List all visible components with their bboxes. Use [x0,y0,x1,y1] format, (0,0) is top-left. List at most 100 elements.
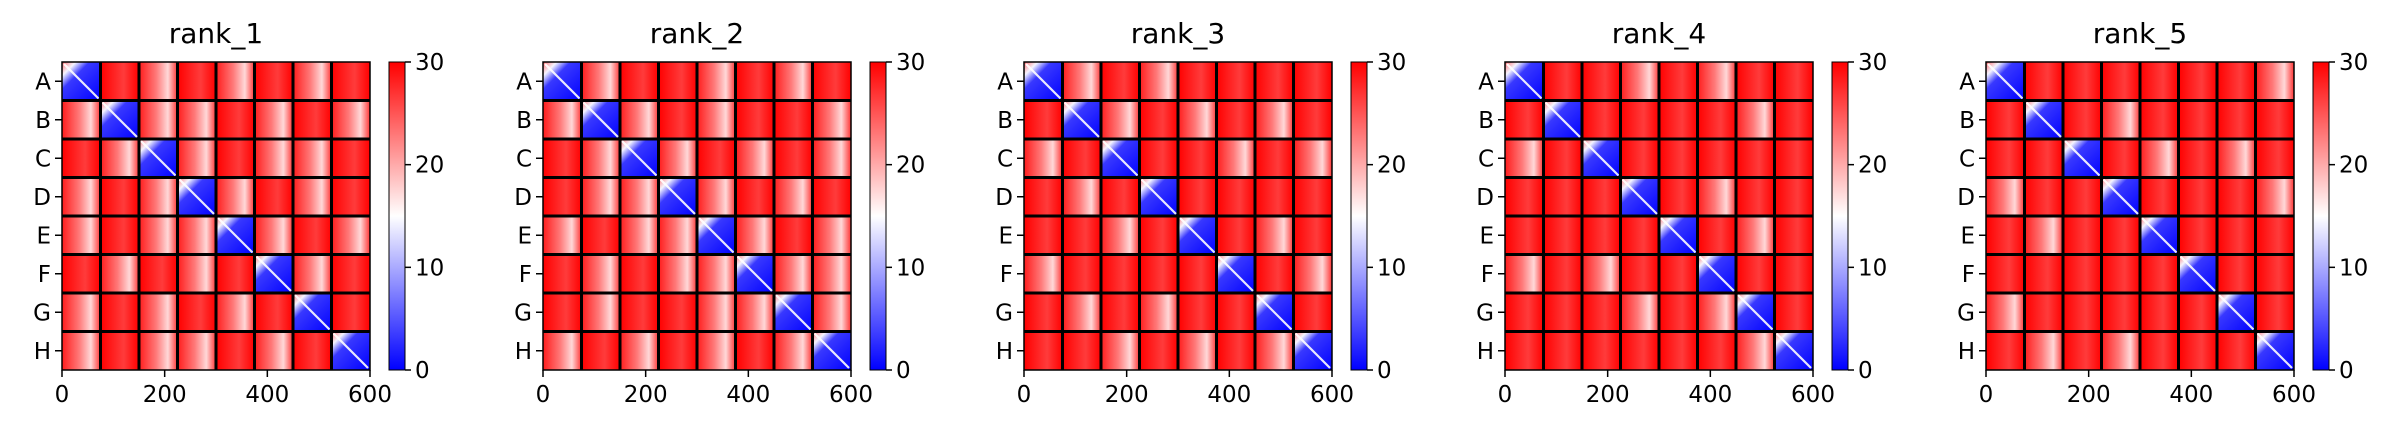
heatmap-block [1101,100,1140,139]
heatmap-block [1255,331,1294,370]
heatmap-block [543,331,582,370]
diagonal-highlight [736,255,773,292]
colorbar [2312,61,2330,371]
diagonal-highlight [2218,294,2255,331]
heatmap-block [1293,293,1332,332]
heatmap-block [697,177,736,216]
y-tick-label: E [998,223,1013,249]
x-tick-label: 200 [1586,382,1630,408]
diagonal-highlight [1621,178,1658,215]
heatmap-block [812,177,851,216]
colorbar-tick-label: 30 [1377,50,1406,76]
colorbar-tick-label: 10 [415,255,444,281]
heatmap-block [100,293,139,332]
colorbar [1350,61,1368,371]
y-tick-label: F [1481,262,1494,288]
heatmap-block [620,293,659,332]
heatmap-block [1774,254,1813,293]
heatmap-block [2101,331,2140,370]
colorbar-tick-label: 20 [1858,153,1887,179]
x-tick-label: 600 [348,382,392,408]
y-tick-label: D [514,185,532,211]
heatmap-block [1293,139,1332,178]
heatmap-block [254,62,293,101]
heatmap-block [2217,100,2256,139]
heatmap-block [293,254,332,293]
heatmap-block [620,331,659,370]
colorbar-tick-label: 30 [2339,50,2368,76]
heatmap-block [2024,254,2063,293]
diagonal-highlight [775,294,812,331]
heatmap-block [1582,62,1621,101]
x-tick-label: 400 [726,382,770,408]
heatmap-block [1620,100,1659,139]
plot-frame [1023,61,1333,371]
heatmap-block [658,331,697,370]
heatmap-block [2140,331,2179,370]
heatmap-block [293,177,332,216]
heatmap-block [543,177,582,216]
heatmap-block [581,139,620,178]
heatmap-block [735,216,774,255]
x-tick-label: 600 [829,382,873,408]
heatmap-block [1620,62,1659,101]
heatmap-block [331,177,370,216]
heatmap-block [774,62,813,101]
heatmap-block [1697,177,1736,216]
chart-title: rank_2 [650,17,744,50]
heatmap-block [1505,139,1544,178]
y-tick-label: B [997,108,1013,134]
y-tick-label: E [517,223,532,249]
y-tick-label: G [1957,300,1975,326]
diagonal-highlight [659,178,696,215]
heatmap-block [1505,216,1544,255]
heatmap-block [697,293,736,332]
heatmap-block [697,62,736,101]
heatmap-block [139,254,178,293]
heatmap-block [1582,293,1621,332]
heatmap-block [2024,62,2063,101]
heatmap-block [177,100,216,139]
heatmap-block [331,139,370,178]
heatmap-block [1139,216,1178,255]
heatmap-block [1659,100,1698,139]
heatmap-block [1216,100,1255,139]
y-tick-label: C [35,146,51,172]
heatmap-block [812,62,851,101]
heatmap-block [2024,293,2063,332]
diagonal-highlight [813,332,850,369]
heatmap-block [331,62,370,101]
y-tick-label: G [514,300,532,326]
heatmap-block [216,331,255,370]
heatmap-block [2024,216,2063,255]
diagonal-highlight [1102,140,1139,177]
heatmap-block [543,293,582,332]
heatmap-block [1062,254,1101,293]
diagonal-highlight [1140,178,1177,215]
diagonal-highlight [1294,332,1331,369]
heatmap-block [1582,331,1621,370]
heatmap-block [1139,100,1178,139]
heatmap-block [658,139,697,178]
heatmap-block [1736,216,1775,255]
diagonal-highlight [1660,217,1697,254]
heatmap-block [2024,331,2063,370]
heatmap-block [658,254,697,293]
y-tick-label: H [515,339,532,365]
heatmap-block [216,177,255,216]
colorbar-tick-label: 0 [1858,358,1873,384]
heatmap-block [2101,293,2140,332]
plot-frame [1504,61,1814,371]
heatmap-block [177,216,216,255]
heatmap-block [2255,254,2294,293]
diagonal-highlight [582,101,619,138]
chart-title: rank_5 [2093,17,2187,50]
heatmap-block [331,100,370,139]
heatmap-block [2255,100,2294,139]
heatmap-block [1062,216,1101,255]
heatmap-block [620,254,659,293]
heatmap-block [216,254,255,293]
diagonal-highlight [1217,255,1254,292]
diagonal-highlight [294,294,331,331]
